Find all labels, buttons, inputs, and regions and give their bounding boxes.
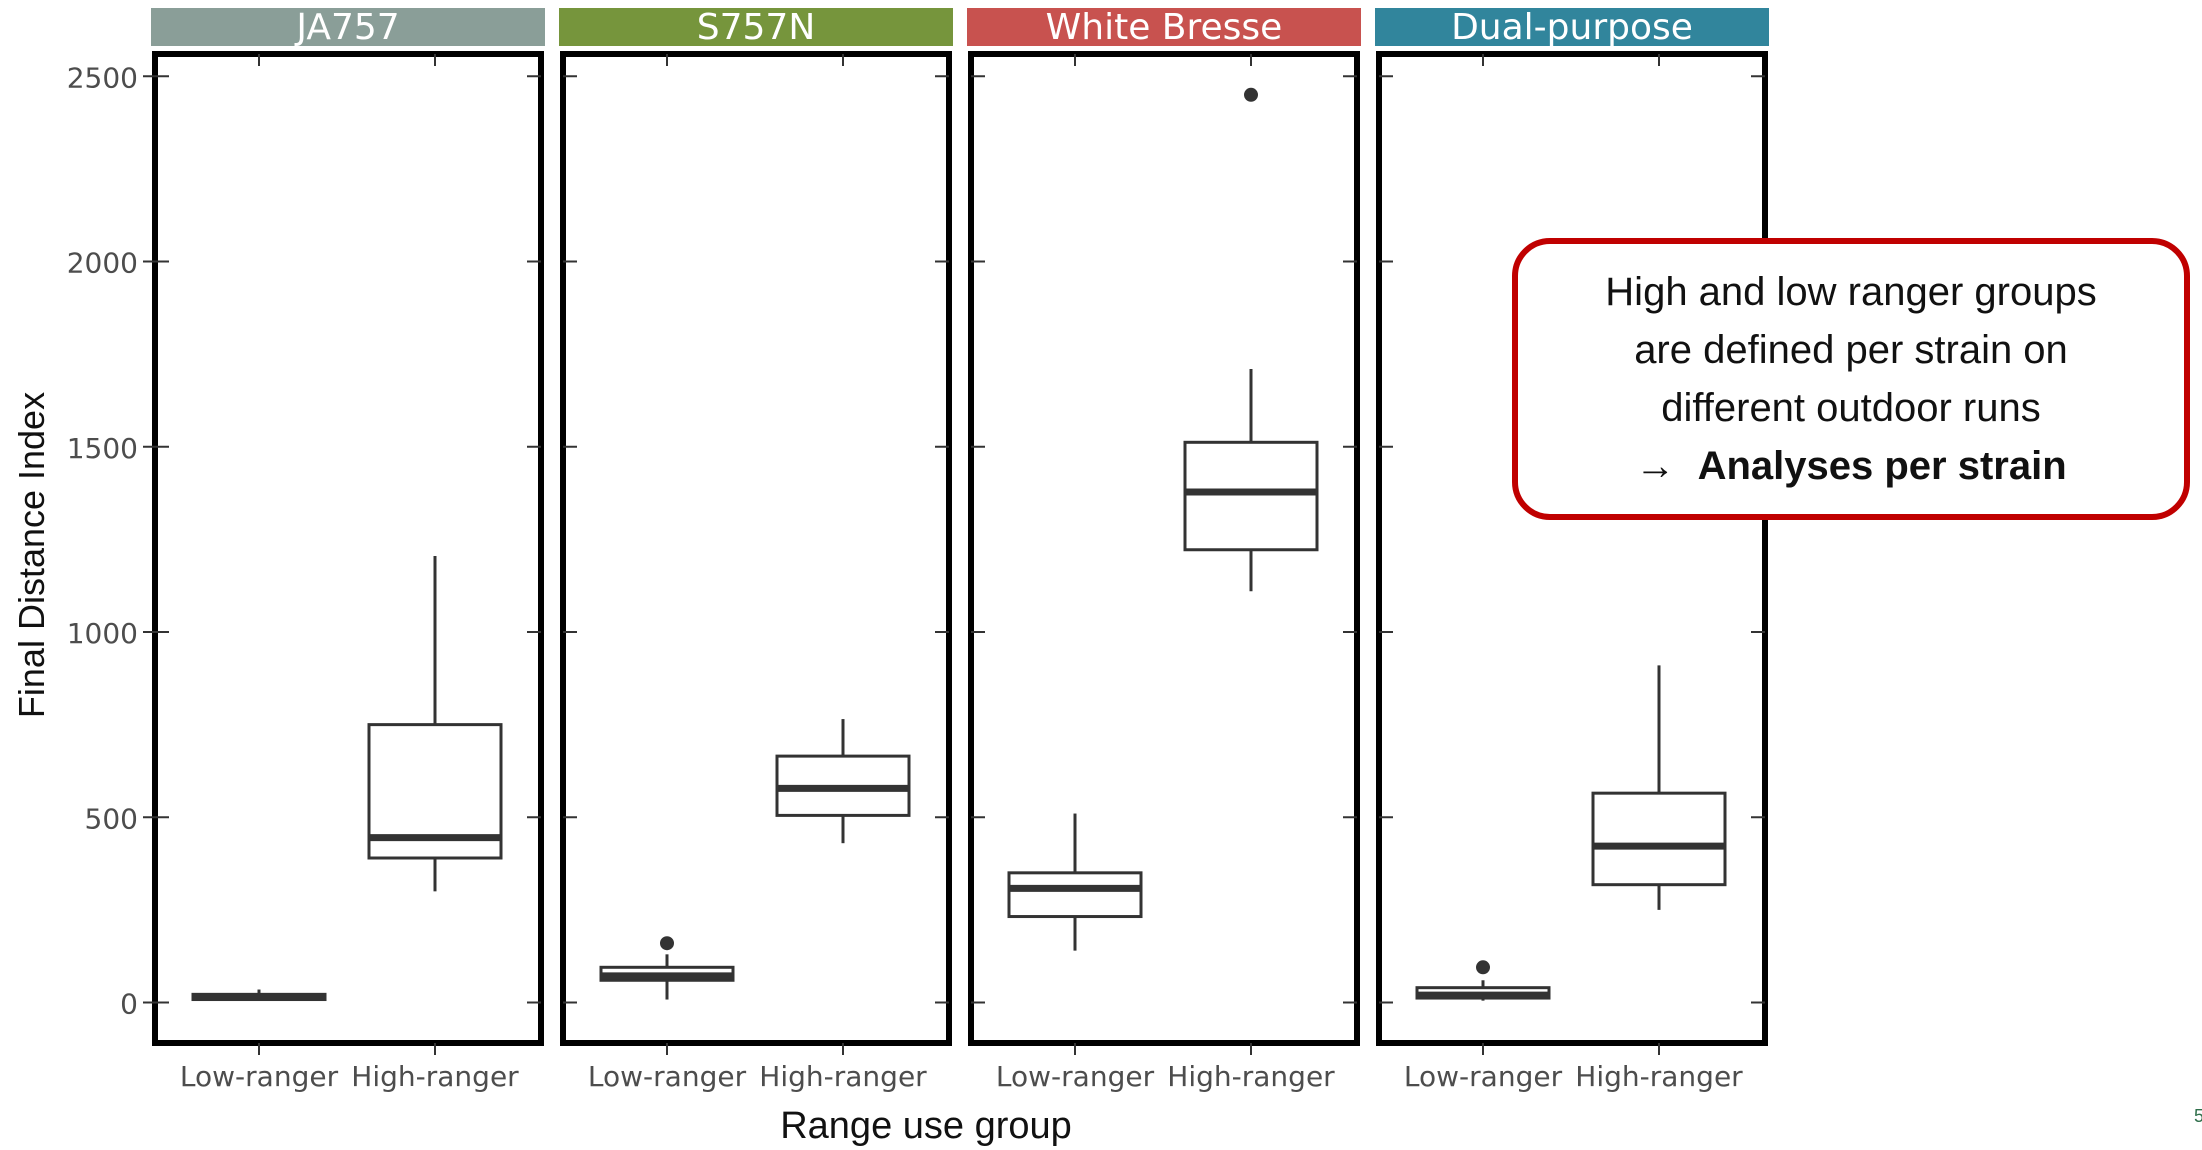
facet-dual-purpose: Dual-purpose Low-ranger High-ranger: [1375, 7, 1769, 1093]
x-tick-label: High-ranger: [759, 1060, 927, 1093]
box-low-ranger: [599, 936, 735, 1000]
x-tick-label: Low-ranger: [1404, 1060, 1563, 1093]
annotation-callout: High and low ranger groups are defined p…: [1512, 238, 2190, 520]
facet-strip: [151, 8, 545, 46]
panel-border: [560, 51, 952, 1046]
facet-strip-label: S757N: [697, 7, 816, 48]
box-low-ranger: [191, 989, 327, 1002]
callout-emphasis: Analyses per strain: [1697, 444, 2067, 488]
outlier-point: [660, 936, 674, 951]
callout-line-2: are defined per strain on: [1634, 328, 2068, 372]
y-tick-label: 1000: [67, 617, 138, 650]
callout-line-4: → Analyses per strain: [1635, 437, 2066, 495]
box-high-ranger: [367, 556, 503, 892]
y-tick-label: 2500: [67, 61, 138, 94]
x-tick-label: Low-ranger: [588, 1060, 747, 1093]
box-iqr: [1007, 871, 1143, 919]
y-tick-label: 500: [85, 802, 138, 835]
x-tick-label: High-ranger: [351, 1060, 519, 1093]
facet-strip: [559, 8, 953, 46]
box-low-ranger: [1415, 960, 1551, 1001]
y-tick-label: 1500: [67, 432, 138, 465]
box-low-ranger: [1007, 813, 1143, 951]
x-tick-label: High-ranger: [1167, 1060, 1335, 1093]
panel-border: [152, 51, 544, 1046]
y-tick-label: 0: [120, 988, 138, 1021]
facet-white-bresse: White Bresse Low-ranger High-ranger: [967, 7, 1361, 1093]
facet-ja757: JA757 Low-ranger High-ranger: [151, 7, 545, 1093]
y-axis-label: Final Distance Index: [11, 392, 52, 718]
facet-panels: JA757 Low-ranger High-ranger S757N Low-range…: [151, 7, 1769, 1093]
x-tick-label: High-ranger: [1575, 1060, 1743, 1093]
callout-line-1: High and low ranger groups: [1605, 270, 2097, 314]
facet-strip-label: Dual-purpose: [1451, 7, 1693, 48]
slide-number: 5: [2194, 1106, 2202, 1126]
callout-line-3: different outdoor runs: [1661, 386, 2041, 430]
outlier-point: [1244, 87, 1258, 102]
box-high-ranger: [1591, 665, 1727, 910]
y-tick-label: 2000: [67, 247, 138, 280]
panel-border: [1376, 51, 1768, 1046]
facet-strip-label: JA757: [294, 7, 399, 48]
x-tick-label: Low-ranger: [996, 1060, 1155, 1093]
arrow-icon: →: [1635, 444, 1676, 488]
y-axis: 0 500 1000 1500 2000 2500: [67, 61, 155, 1021]
facet-s757n: S757N Low-ranger High-ranger: [559, 7, 953, 1093]
outlier-point: [1476, 960, 1490, 975]
panel-border: [968, 51, 1360, 1046]
facet-strip: [1375, 8, 1769, 46]
facet-strip-label: White Bresse: [1046, 7, 1283, 48]
x-tick-label: Low-ranger: [180, 1060, 339, 1093]
box-high-ranger: [775, 719, 911, 844]
box-iqr: [1183, 440, 1319, 552]
box-high-ranger: [1183, 87, 1319, 592]
box-iqr: [1591, 791, 1727, 887]
x-axis-label: Range use group: [780, 1105, 1072, 1147]
facet-strip: [967, 8, 1361, 46]
